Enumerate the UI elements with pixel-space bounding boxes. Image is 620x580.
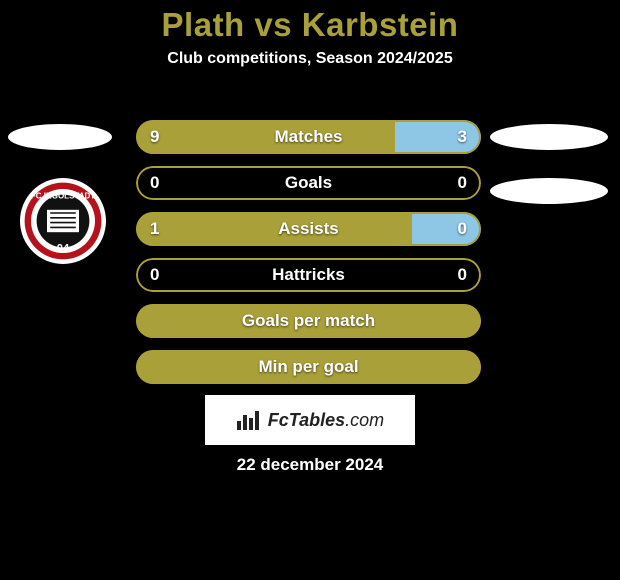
comparison-infographic: Plath vs Karbstein Club competitions, Se…: [0, 0, 620, 580]
stat-row: Hattricks0 0: [136, 258, 481, 292]
stat-value-left: 9: [150, 120, 159, 154]
date-label: 22 december 2024: [237, 455, 384, 475]
stat-value-right: 0: [458, 166, 467, 200]
svg-text:04: 04: [57, 242, 70, 254]
stat-label: Goals per match: [136, 304, 481, 338]
brand-plate: FcTables.com: [205, 395, 415, 445]
bars-icon: [236, 409, 262, 431]
stat-label: Assists: [136, 212, 481, 246]
stat-label: Matches: [136, 120, 481, 154]
stat-value-right: 3: [458, 120, 467, 154]
stat-rows: Matches93Goals00Assists10Hattricks00Goal…: [136, 120, 481, 396]
page-title: Plath vs Karbstein: [0, 0, 620, 44]
brand-text: FcTables.com: [268, 410, 384, 431]
stat-row: Goals0 0: [136, 166, 481, 200]
stat-row: Goals per match: [136, 304, 481, 338]
stat-value-left: 0: [150, 258, 159, 292]
stat-row: Matches9 3: [136, 120, 481, 154]
stat-value-left: 1: [150, 212, 159, 246]
stat-value-right: 0: [458, 258, 467, 292]
stat-label: Min per goal: [136, 350, 481, 384]
subtitle: Club competitions, Season 2024/2025: [0, 50, 620, 68]
svg-text:FC INGOLSTADT: FC INGOLSTADT: [31, 192, 95, 201]
stat-value-right: 0: [458, 212, 467, 246]
brand-suffix: .com: [345, 410, 384, 430]
mini-pitch-icon: [8, 124, 112, 150]
stat-label: Hattricks: [136, 258, 481, 292]
brand-name: FcTables: [268, 410, 345, 430]
stat-label: Goals: [136, 166, 481, 200]
mini-pitch-icon: [490, 124, 608, 150]
stat-value-left: 0: [150, 166, 159, 200]
mini-pitch-icon: [490, 178, 608, 204]
club-crest-icon: FC INGOLSTADT 04: [20, 178, 106, 264]
stat-row: Assists1 0: [136, 212, 481, 246]
stat-row: Min per goal: [136, 350, 481, 384]
